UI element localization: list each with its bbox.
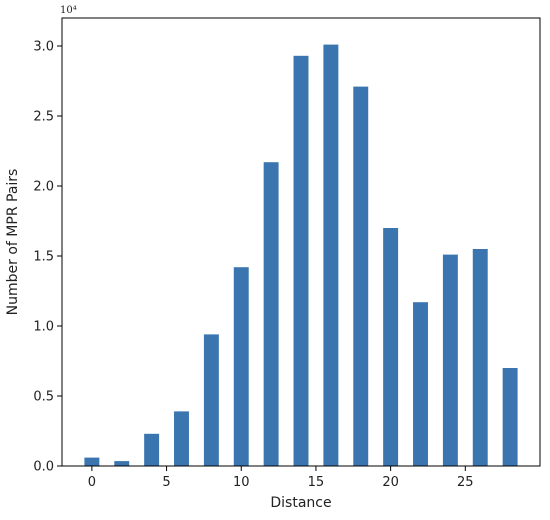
y-tick-label: 0.5 — [33, 390, 54, 405]
bars-group — [84, 44, 518, 467]
bar-10 — [383, 228, 399, 466]
x-tick-label: 0 — [88, 475, 96, 490]
x-tick-label: 25 — [457, 475, 474, 490]
bar-12 — [442, 254, 458, 466]
bar-7 — [293, 55, 309, 467]
y-tick-label: 2.5 — [33, 110, 54, 125]
y-axis-title: Number of MPR Pairs — [5, 169, 21, 316]
bar-13 — [472, 249, 488, 466]
bar-2 — [144, 433, 160, 466]
plot-frame — [61, 17, 541, 467]
bar-11 — [413, 302, 428, 466]
x-tick-label: 5 — [162, 475, 170, 490]
y-tick-label: 3.0 — [33, 40, 54, 55]
y-tick-label: 2.0 — [33, 180, 54, 195]
bar-1 — [114, 461, 130, 466]
bar-0 — [84, 457, 100, 466]
x-axis-title: Distance — [270, 495, 331, 511]
bar-6 — [263, 162, 279, 466]
x-axis-ticks: 0 5 10 15 20 25 — [88, 466, 474, 490]
bar-14 — [502, 368, 518, 466]
x-tick-label: 10 — [233, 475, 250, 490]
bar-5 — [233, 267, 249, 466]
y-axis-ticks: 0.0 0.5 1.0 1.5 2.0 2.5 3.0 — [33, 40, 62, 475]
bar-4 — [203, 334, 219, 466]
y-tick-label: 1.0 — [33, 320, 54, 335]
x-tick-label: 15 — [308, 475, 325, 490]
bar-3 — [174, 411, 189, 466]
y-tick-label: 0.0 — [33, 460, 54, 475]
y-tick-label: 1.5 — [33, 250, 54, 265]
bar-9 — [353, 86, 369, 466]
y-axis-multiplier: 10⁴ — [60, 5, 77, 16]
bar-8 — [323, 44, 339, 466]
x-tick-label: 20 — [382, 475, 399, 490]
